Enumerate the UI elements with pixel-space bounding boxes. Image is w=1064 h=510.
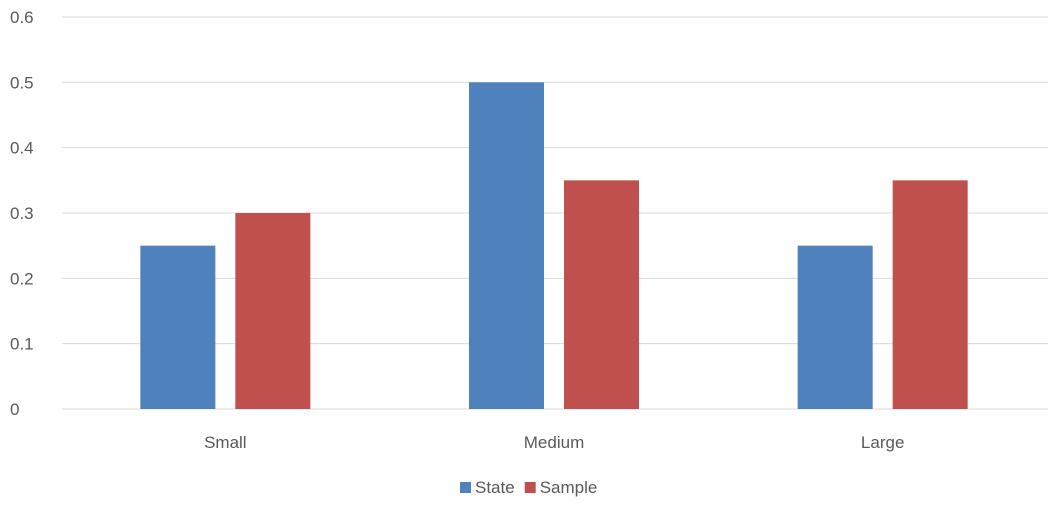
x-tick-label: Small [204,433,247,452]
bar-state-medium [469,82,544,409]
x-tick-label: Medium [524,433,584,452]
legend-label-state: State [475,478,515,497]
y-axis-tick-labels: 0 0.1 0.2 0.3 0.4 0.5 0.6 [10,8,34,419]
y-tick-label: 0.6 [10,8,34,27]
y-tick-label: 0.5 [10,73,34,92]
bar-state-small [140,245,216,409]
bar-sample-small [235,213,311,409]
y-tick-label: 0.3 [10,204,34,223]
legend-swatch-sample [524,482,536,493]
legend-swatch-state [460,482,471,493]
y-tick-label: 0.2 [10,269,34,288]
y-tick-label: 0.4 [10,139,34,158]
x-tick-label: Large [861,433,904,452]
y-tick-label: 0 [10,400,19,419]
bars [140,82,968,409]
bar-sample-medium [564,180,639,409]
gridlines [62,16,1048,410]
legend-label-sample: Sample [540,478,598,497]
bar-state-large [797,245,873,409]
bar-sample-large [892,180,968,409]
x-axis-tick-labels: Small Medium Large [204,433,904,452]
legend: State Sample [460,478,597,497]
y-tick-label: 0.1 [10,335,34,354]
